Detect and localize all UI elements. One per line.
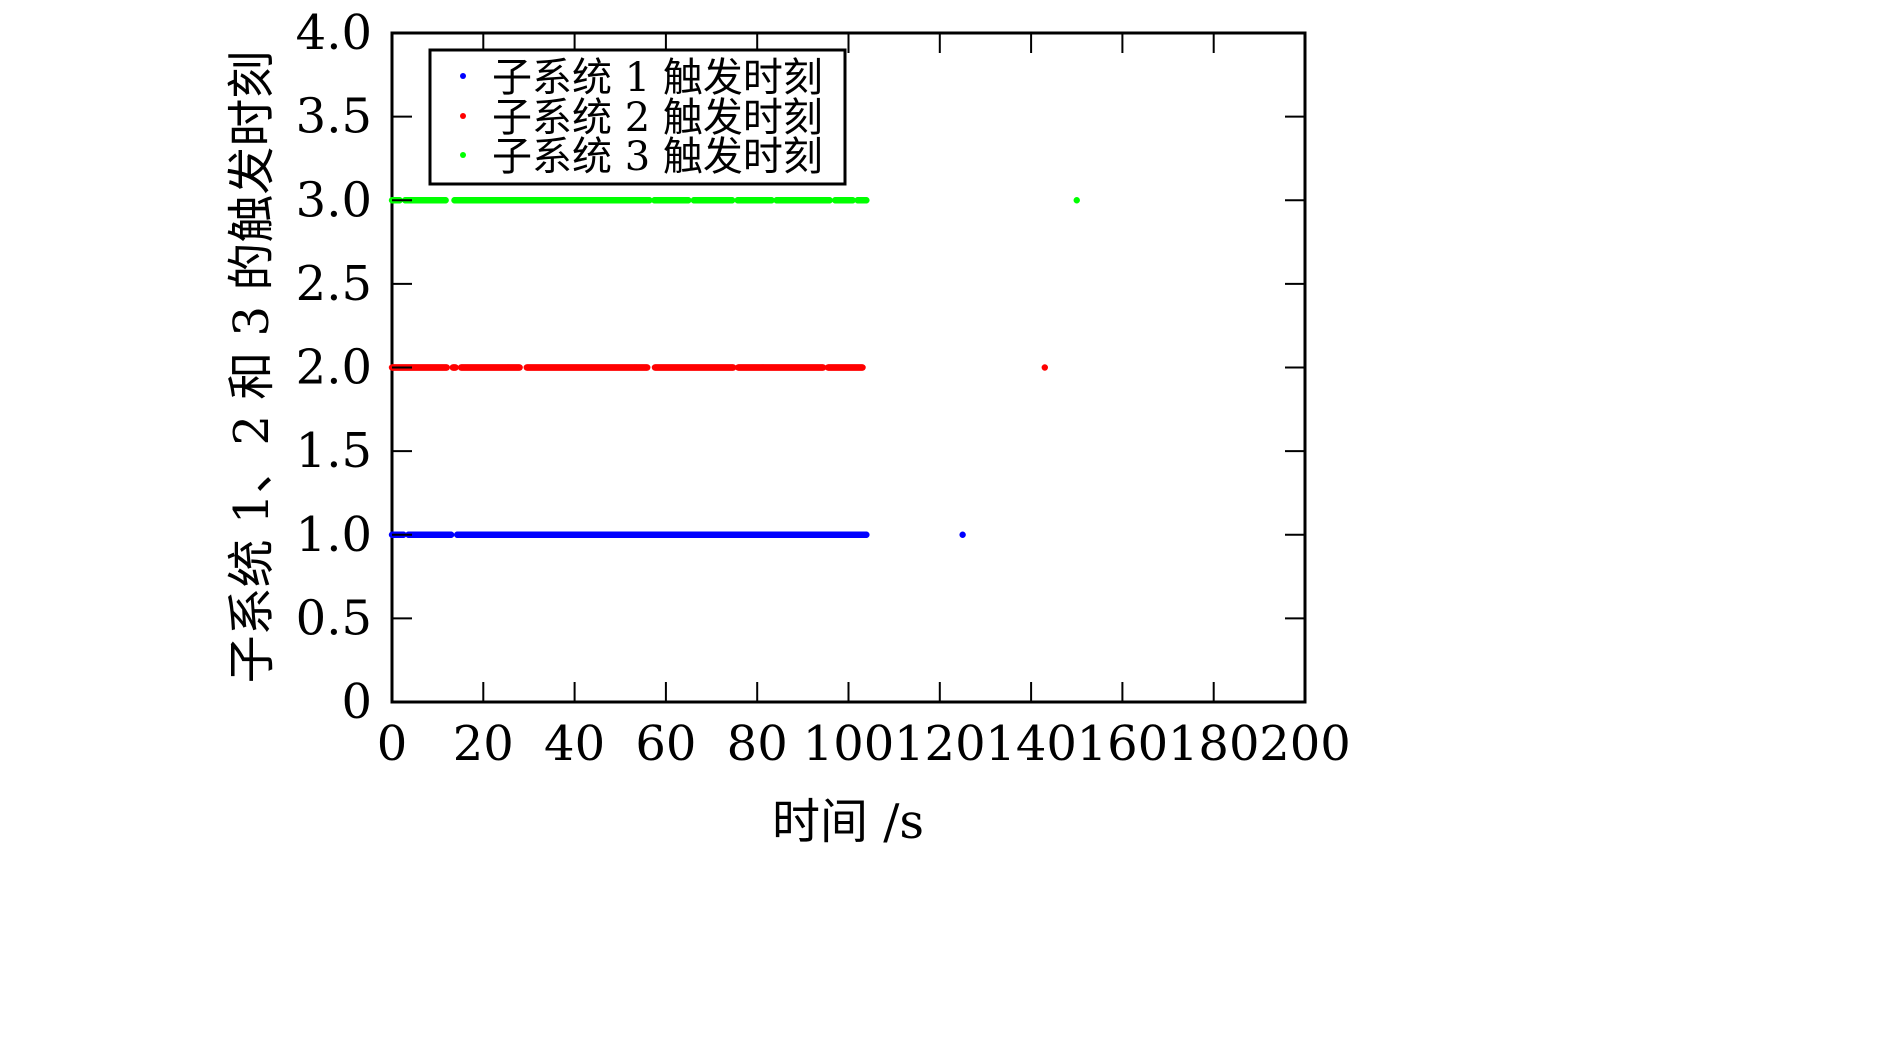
x-tick-label: 40 [544,716,605,772]
y-tick-label: 0.5 [296,590,372,646]
data-point [859,364,866,371]
legend-box [428,48,847,186]
x-tick-label: 200 [1259,716,1351,772]
legend: 子系统 1 触发时刻 子系统 2 触发时刻 子系统 3 触发时刻 [428,48,847,186]
legend-label-3: 子系统 3 触发时刻 [492,134,823,180]
data-point [728,197,736,204]
y-axis-label: 子系统 1、2 和 3 的触发时刻 [224,51,280,684]
legend-marker-2 [460,113,466,119]
ticks-layer: 0 20 40 60 80 100 120 140 160 180 200 0 0.5 1.0 1.5 2.0… [296,5,1351,772]
x-tick-label: 160 [1077,716,1169,772]
x-tick-label: 60 [635,716,696,772]
legend-marker-1 [460,73,466,79]
y-tick-label: 1.0 [296,507,372,563]
y-tick-label: 3.5 [296,89,372,145]
series-2-points [388,364,1048,371]
y-tick-label: 0 [341,674,372,730]
legend-label-2: 子系统 2 触发时刻 [492,95,823,141]
y-tick-label: 2.0 [296,340,372,396]
data-point [685,197,692,204]
y-tick-label: 1.5 [296,423,372,479]
data-point-isolated [1073,197,1080,204]
data-point [849,197,856,204]
data-point [516,364,523,371]
data-point [819,364,827,371]
data-point [863,197,870,204]
x-tick-label: 180 [1168,716,1260,772]
x-tick-label: 80 [727,716,788,772]
data-point-isolated [1041,364,1048,371]
data-point [443,364,450,371]
x-tick-label: 140 [985,716,1077,772]
y-tick-label: 2.5 [296,256,372,312]
legend-label-1: 子系统 1 触发时刻 [492,55,823,101]
points-layer [388,197,1080,538]
legend-marker-3 [460,152,466,158]
y-tick-label: 4.0 [296,5,372,61]
x-tick-label: 120 [894,716,986,772]
x-axis-label: 时间 /s [772,794,924,850]
data-point [646,197,653,204]
data-point [826,197,833,204]
data-point [447,531,455,538]
data-point [768,197,775,204]
x-tick-label: 20 [453,716,514,772]
x-tick-label: 0 [377,716,408,772]
series-3-points [388,197,1080,204]
series-1-points [388,531,966,538]
y-tick-label: 3.0 [296,172,372,228]
data-point-isolated [959,531,966,538]
data-point [863,531,870,538]
data-point [730,364,737,371]
data-point [442,197,449,204]
x-tick-label: 100 [803,716,895,772]
data-point [452,364,459,371]
data-point [644,364,651,371]
